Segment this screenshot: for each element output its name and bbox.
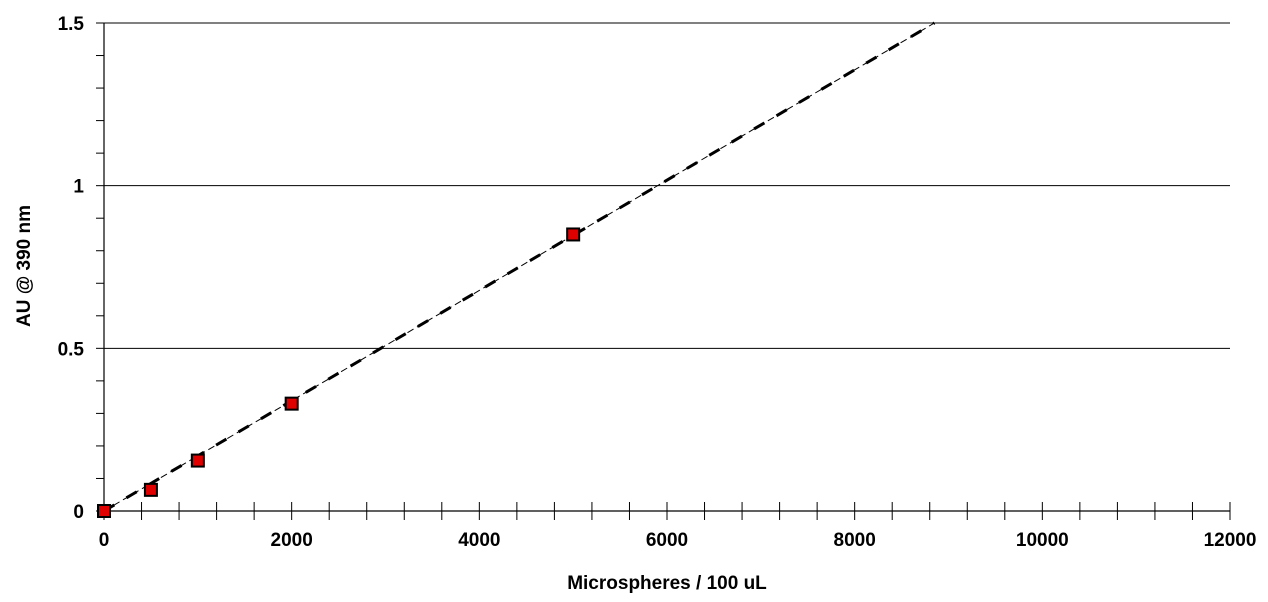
grid-lines <box>104 22 1230 349</box>
y-tick-label-2: 1 <box>73 177 84 198</box>
x-tick-label-2: 4000 <box>458 530 500 551</box>
trendline-thin <box>103 22 935 512</box>
x-tick-label-3: 6000 <box>646 530 688 551</box>
y-tick-label-1: 0.5 <box>58 339 85 360</box>
data-point-0-4 <box>566 227 581 242</box>
data-point-0-0 <box>97 504 111 518</box>
data-points <box>97 227 581 518</box>
data-point-0-1 <box>143 482 158 497</box>
y-axis-title: AU @ 390 nm <box>14 205 35 327</box>
data-point-0-2 <box>190 453 205 468</box>
tick-labels: 0 2000 4000 6000 8000 10000 12000 0 0.5 1 1.5 <box>58 14 1257 551</box>
x-tick-label-1: 2000 <box>271 530 313 551</box>
x-tick-label-5: 10000 <box>1016 530 1069 551</box>
x-axis-title: Microspheres / 100 uL <box>567 573 767 594</box>
axes <box>103 23 1230 512</box>
y-tick-label-3: 1.5 <box>58 14 85 35</box>
data-point-0-3 <box>284 396 299 411</box>
y-tick-label-0: 0 <box>73 502 84 523</box>
trendline-layer <box>103 21 936 513</box>
x-tick-label-4: 8000 <box>834 530 876 551</box>
x-tick-label-0: 0 <box>99 530 110 551</box>
trendline <box>103 21 936 513</box>
x-tick-label-6: 12000 <box>1204 530 1257 551</box>
axis-ticks <box>96 22 1231 520</box>
